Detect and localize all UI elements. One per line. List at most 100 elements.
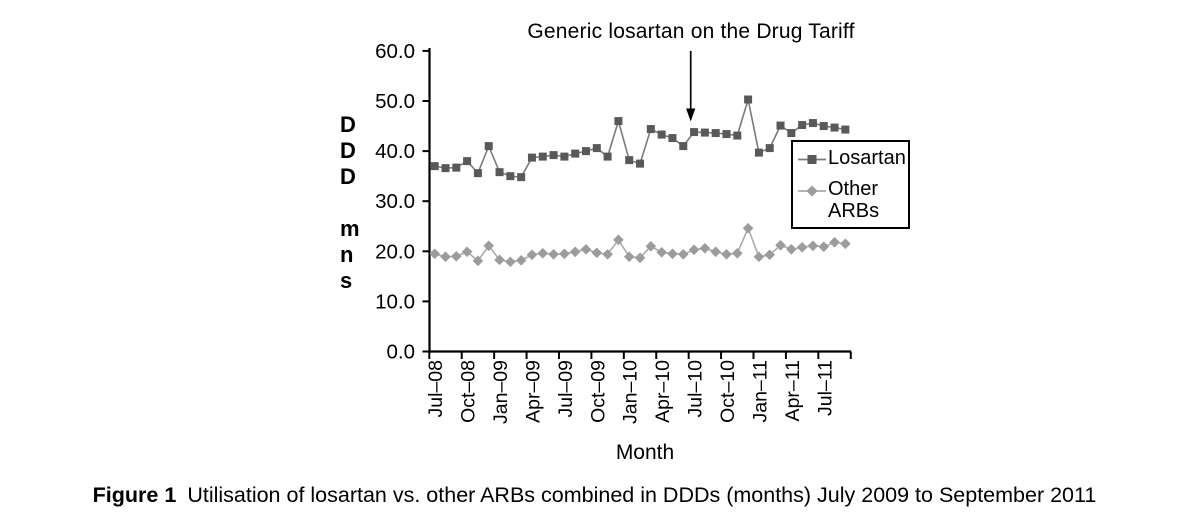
losartan-point (592, 144, 601, 153)
losartan-point (830, 123, 839, 132)
figure-caption-label: Figure 1 (92, 483, 177, 507)
other-arbs-point (548, 249, 559, 260)
x-tick-label: Jul–10 (685, 360, 707, 418)
other-arbs-point (440, 251, 451, 263)
losartan-point (581, 147, 590, 156)
losartan-point (808, 119, 817, 128)
losartan-point (560, 152, 569, 161)
x-tick-label: Oct–09 (587, 360, 609, 423)
legend-item-other-arbs: Other ARBs (798, 178, 906, 222)
other-arbs-point (742, 222, 754, 234)
other-arbs-point (591, 247, 603, 259)
losartan-point (711, 129, 720, 138)
other-arbs-point (807, 240, 819, 252)
legend-item-losartan: Losartan (798, 147, 906, 171)
y-tick-label: 50.0 (375, 90, 415, 113)
y-axis-title-letter: s (340, 268, 353, 293)
y-tick-label: 60.0 (375, 40, 415, 63)
other-arbs-point (840, 238, 851, 250)
other-arbs-point (667, 248, 678, 260)
losartan-point (722, 130, 731, 139)
x-axis-title: Month (615, 441, 675, 464)
y-axis-title-letter: n (340, 242, 354, 267)
losartan-point (798, 121, 807, 130)
other-arbs-point (645, 240, 657, 252)
other-arbs-point (688, 244, 700, 256)
losartan-point (473, 169, 482, 178)
other-arbs-point (656, 247, 667, 258)
losartan-point (517, 173, 526, 182)
losartan-point (603, 152, 612, 161)
x-tick-label: Apr–11 (782, 360, 804, 421)
other-arbs-point (731, 248, 743, 259)
losartan-point (744, 95, 753, 104)
legend-label-losartan: Losartan (828, 147, 906, 169)
losartan-point (690, 128, 699, 137)
other-arbs-point (602, 249, 613, 260)
losartan-point (625, 156, 634, 165)
losartan-square-marker-icon (798, 153, 828, 171)
losartan-point (463, 157, 472, 166)
losartan-point (549, 151, 558, 160)
other-arbs-point (451, 251, 462, 262)
other-arbs-point (483, 240, 495, 252)
losartan-point (668, 134, 677, 143)
x-tick-label: Apr–10 (652, 360, 674, 423)
other-arbs-point (569, 246, 581, 258)
losartan-point (787, 129, 796, 138)
other-arbs-point (829, 236, 840, 248)
other-arbs-point (537, 248, 549, 259)
other-arbs-point (429, 248, 440, 260)
losartan-point (430, 162, 439, 171)
other-arbs-point (505, 256, 516, 268)
y-axis-title-letter: D (340, 138, 356, 163)
x-tick-label: Jan–10 (620, 360, 642, 424)
x-tick-label: Oct–10 (717, 360, 739, 423)
other-arbs-point (559, 248, 570, 260)
losartan-point (495, 168, 504, 177)
axis-spines (428, 48, 851, 353)
other-arbs-point (472, 255, 484, 267)
y-tick-label: 10.0 (375, 290, 415, 313)
other-arbs-point (526, 249, 538, 261)
annotation-arrow-head (686, 108, 696, 122)
other-arbs-point (677, 249, 689, 260)
x-tick-label: Jul–09 (555, 360, 577, 417)
losartan-point (527, 153, 536, 162)
other-arbs-point (623, 251, 635, 263)
losartan-point (754, 148, 763, 157)
other-arbs-point (494, 254, 505, 266)
other-arbs-point (764, 249, 776, 261)
losartan-point (571, 149, 580, 158)
losartan-point (614, 117, 623, 126)
y-tick-label: 20.0 (375, 240, 415, 263)
x-tick-label: Apr–09 (522, 360, 544, 423)
y-tick-label: 40.0 (375, 140, 415, 163)
losartan-point (765, 144, 774, 153)
x-tick-label: Jan–09 (490, 360, 512, 424)
losartan-point (733, 131, 742, 140)
other-arbs-diamond-marker-icon (798, 184, 828, 203)
y-axis-title-letter: m (340, 216, 360, 241)
losartan-point (776, 121, 785, 130)
losartan-point (484, 142, 493, 151)
figure-caption-text: Utilisation of losartan vs. other ARBs c… (187, 483, 1097, 507)
other-arbs-point (613, 234, 624, 246)
other-arbs-point (775, 239, 786, 251)
losartan-point (538, 152, 547, 161)
legend-label-other-arbs: Other ARBs (828, 178, 880, 222)
other-arbs-point (818, 241, 830, 253)
losartan-point (636, 159, 645, 168)
losartan-point (841, 125, 850, 134)
legend: Losartan Other ARBs (791, 140, 910, 229)
x-tick-label: Jul–11 (814, 360, 836, 416)
other-arbs-point (580, 243, 592, 255)
other-arbs-point (710, 246, 721, 258)
other-arbs-point (515, 255, 527, 266)
y-axis-title-letter: D (340, 164, 356, 189)
losartan-point (679, 142, 688, 151)
other-arbs-point (786, 243, 797, 255)
other-arbs-point (753, 251, 765, 263)
